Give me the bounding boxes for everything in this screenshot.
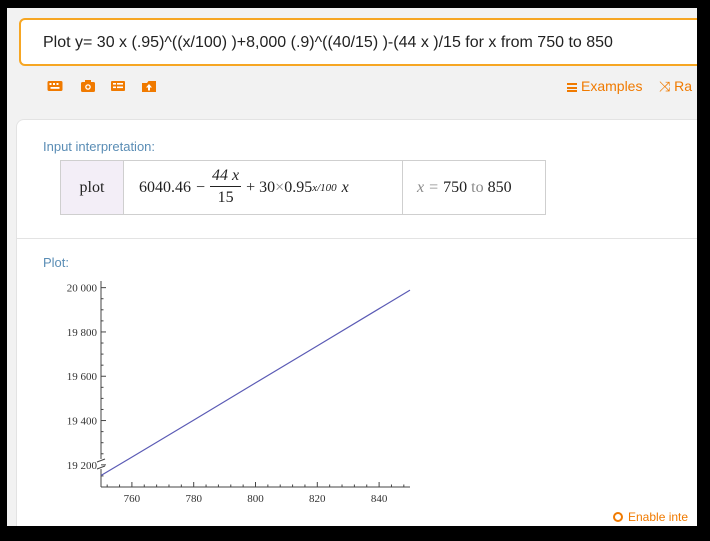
upload-icon[interactable]: [141, 79, 157, 93]
enable-interactivity-link[interactable]: Enable inte: [613, 510, 688, 524]
keyboard-icon[interactable]: [47, 79, 63, 93]
examples-button[interactable]: Examples: [567, 78, 642, 94]
x-tick-label: 760: [124, 493, 141, 505]
search-query-text: Plot y= 30 x (.95)^((x/100) )+8,000 (.9)…: [43, 34, 613, 51]
axis-break-mark: [96, 465, 106, 470]
y-tick-label: 19 600: [67, 371, 98, 383]
command-cell: plot: [61, 161, 124, 214]
y-tick-label: 19 400: [67, 416, 98, 428]
random-button[interactable]: ⤨ Ra: [659, 78, 692, 95]
random-label: Ra: [674, 78, 692, 94]
range-equals: =: [429, 178, 439, 196]
command-text: plot: [79, 178, 105, 196]
range-to: to: [471, 178, 484, 196]
pod-divider: [17, 238, 697, 239]
menu-icon: [567, 83, 577, 92]
grid-icon[interactable]: [110, 79, 126, 93]
y-tick-label: 19 800: [67, 327, 98, 339]
range-end: 850: [487, 178, 512, 196]
times-sign: ×: [275, 178, 285, 196]
enable-label: Enable inte: [628, 510, 689, 524]
plot-title: Plot:: [43, 255, 70, 270]
x-tick-label: 840: [371, 493, 388, 505]
range-variable: x: [417, 178, 425, 196]
expr-term-prefix: + 30: [246, 178, 276, 196]
search-input[interactable]: Plot y= 30 x (.95)^((x/100) )+8,000 (.9)…: [19, 18, 697, 66]
input-interpretation-table: plot 6040.46 − 44 x 15 + 30 × 0.95 x/100 x …: [60, 160, 546, 215]
x-tick-label: 780: [185, 493, 202, 505]
expr-constant: 6040.46: [139, 178, 191, 196]
examples-label: Examples: [581, 78, 643, 94]
expr-base: 0.95: [284, 178, 313, 196]
series-line: [100, 289, 411, 477]
expr-minus: −: [196, 178, 206, 196]
y-tick-label: 20 000: [67, 283, 98, 295]
expr-trailing-var: x: [341, 178, 349, 196]
axis-break-mark: [96, 458, 106, 463]
expr-fraction: 44 x 15: [210, 166, 242, 209]
input-interpretation-title: Input interpretation:: [43, 139, 156, 154]
camera-icon[interactable]: [80, 79, 96, 93]
fraction-denominator: 15: [217, 189, 234, 206]
x-tick-label: 800: [247, 493, 264, 505]
plot-chart: 760 780 800 820 840 19 200 19 400 19 600 19 800 2…: [67, 281, 411, 505]
shuffle-icon: ⤨: [659, 78, 671, 94]
y-tick-label: 19 200: [67, 460, 98, 472]
results-panel: Input interpretation: plot 6040.46 − 44 …: [16, 119, 697, 526]
app-frame: Plot y= 30 x (.95)^((x/100) )+8,000 (.9)…: [7, 8, 697, 526]
range-cell: x = 750 to 850: [403, 161, 545, 214]
x-tick-label: 820: [309, 493, 326, 505]
expression-cell: 6040.46 − 44 x 15 + 30 × 0.95 x/100 x: [124, 161, 403, 214]
expr-exponent: x/100: [312, 181, 337, 194]
enable-icon: [613, 512, 623, 522]
range-start: 750: [443, 178, 468, 196]
fraction-numerator: 44 x: [210, 166, 242, 187]
